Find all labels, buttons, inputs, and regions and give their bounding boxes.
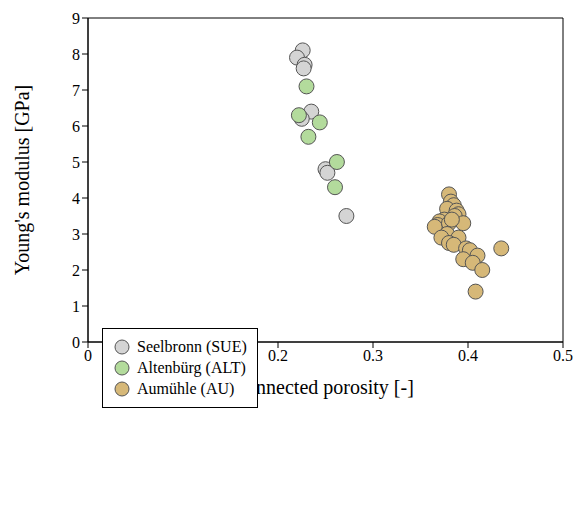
svg-text:0.4: 0.4: [458, 347, 478, 364]
svg-text:Young's modulus [GPa]: Young's modulus [GPa]: [11, 85, 34, 276]
svg-text:connected porosity [-]: connected porosity [-]: [237, 376, 414, 399]
svg-text:8: 8: [72, 46, 80, 63]
svg-text:6: 6: [72, 118, 80, 135]
svg-text:0.5: 0.5: [553, 347, 573, 364]
svg-text:9: 9: [72, 10, 80, 27]
svg-text:5: 5: [72, 154, 80, 171]
svg-text:3: 3: [72, 226, 80, 243]
svg-text:0: 0: [72, 334, 80, 351]
svg-text:0: 0: [84, 347, 92, 364]
svg-text:0.2: 0.2: [268, 347, 288, 364]
svg-text:1: 1: [72, 298, 80, 315]
svg-text:0.3: 0.3: [363, 347, 383, 364]
svg-text:0.1: 0.1: [173, 347, 193, 364]
svg-text:2: 2: [72, 262, 80, 279]
svg-text:7: 7: [72, 82, 80, 99]
svg-text:4: 4: [72, 190, 80, 207]
